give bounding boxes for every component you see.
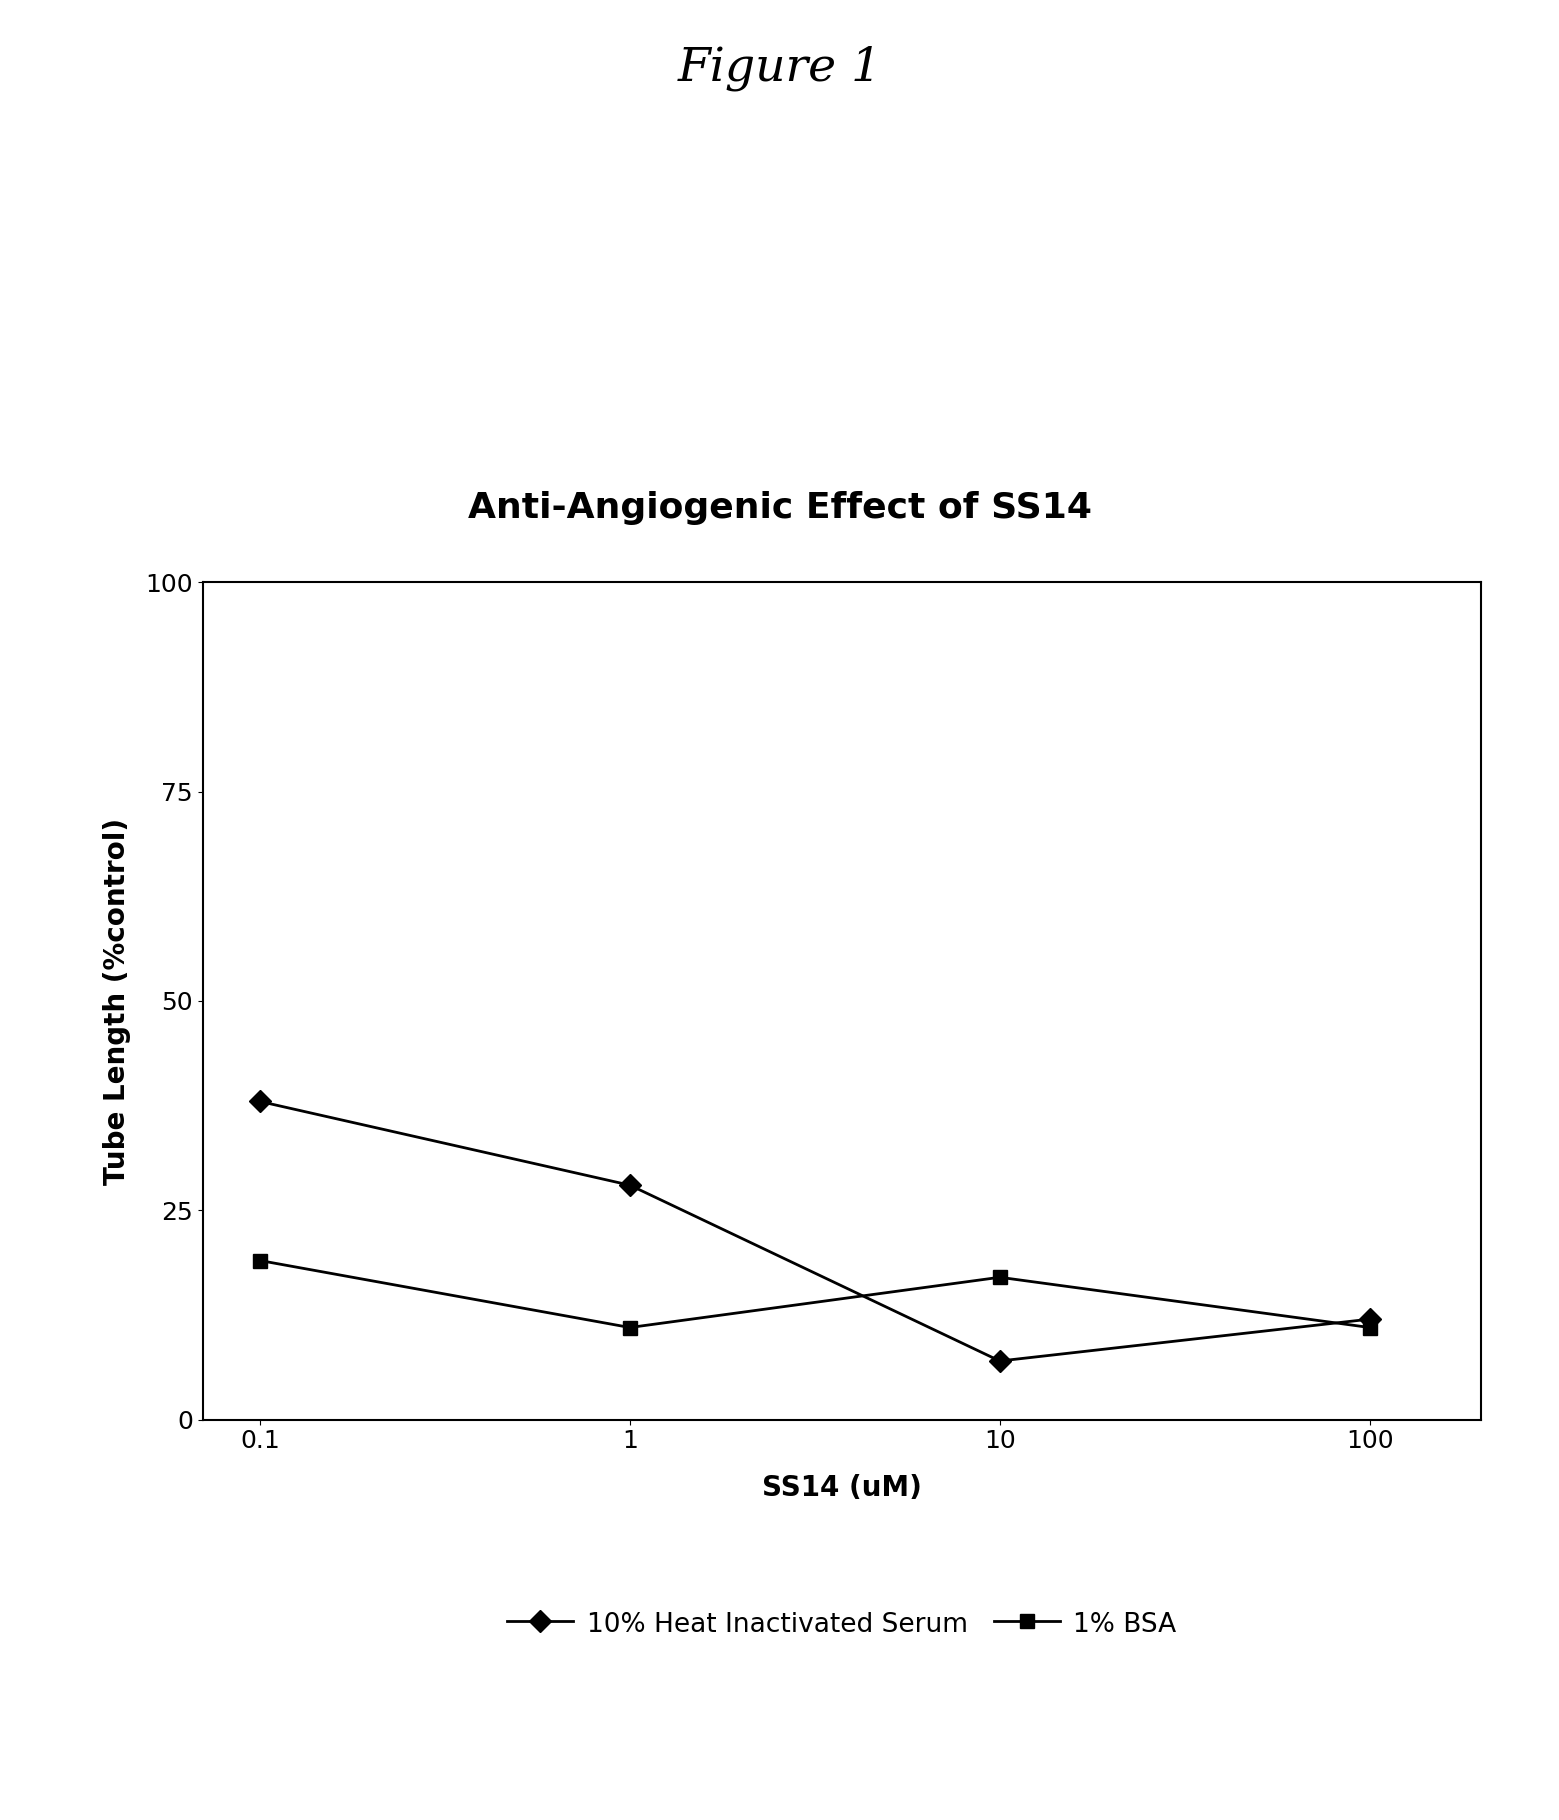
Y-axis label: Tube Length (%control): Tube Length (%control) (103, 817, 131, 1185)
Text: Figure 1: Figure 1 (677, 46, 882, 91)
Text: Anti-Angiogenic Effect of SS14: Anti-Angiogenic Effect of SS14 (468, 491, 1091, 526)
10% Heat Inactivated Serum (1361, 1309, 1380, 1330)
Line: 1% BSA: 1% BSA (253, 1254, 1377, 1334)
Line: 10% Heat Inactivated Serum: 10% Heat Inactivated Serum (253, 1094, 1377, 1369)
X-axis label: SS14 (uM): SS14 (uM) (762, 1474, 921, 1501)
1% BSA (990, 1267, 1009, 1289)
1% BSA (620, 1316, 639, 1338)
1% BSA (1361, 1316, 1380, 1338)
1% BSA (251, 1250, 270, 1272)
Legend: 10% Heat Inactivated Serum, 1% BSA: 10% Heat Inactivated Serum, 1% BSA (497, 1600, 1186, 1649)
10% Heat Inactivated Serum (620, 1174, 639, 1196)
10% Heat Inactivated Serum (990, 1350, 1009, 1372)
10% Heat Inactivated Serum (251, 1090, 270, 1112)
